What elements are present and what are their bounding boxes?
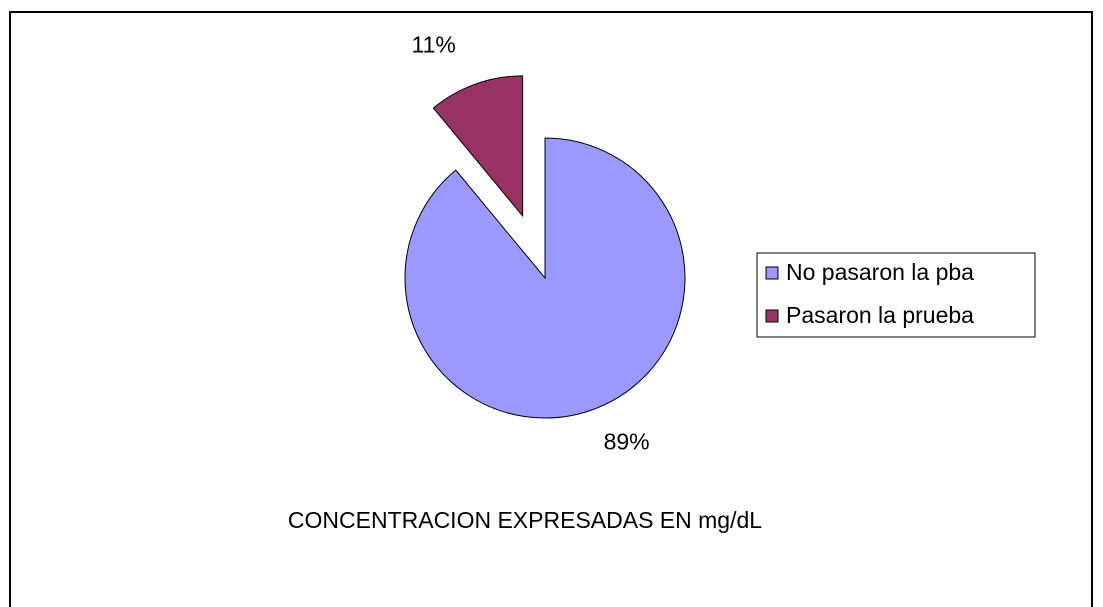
- data-label: 11%: [412, 32, 456, 58]
- legend-swatch: [765, 309, 779, 323]
- data-label: 89%: [604, 429, 650, 455]
- pie-slice: [404, 137, 686, 419]
- caption: CONCENTRACION EXPRESADAS EN mg/dL: [288, 507, 762, 533]
- legend-box: [756, 252, 1036, 338]
- legend-label: Pasaron la prueba: [786, 302, 974, 328]
- legend-label: No pasaron la pba: [786, 259, 974, 285]
- legend-swatch: [765, 266, 779, 280]
- pie-slice: [432, 75, 524, 218]
